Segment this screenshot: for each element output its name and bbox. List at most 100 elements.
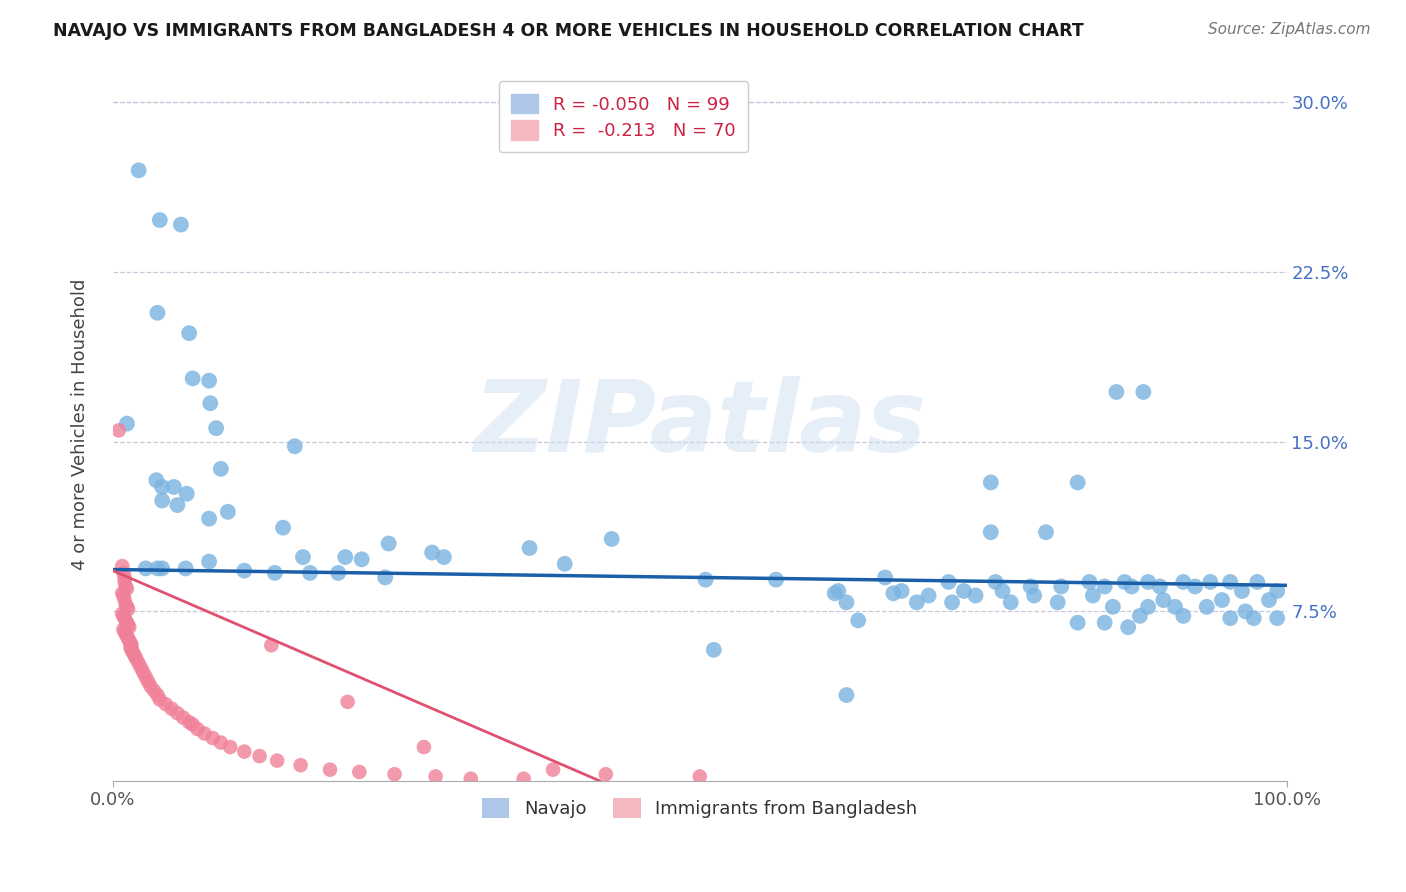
Point xyxy=(554,557,576,571)
Point xyxy=(174,561,197,575)
Y-axis label: 4 or more Vehicles in Household: 4 or more Vehicles in Household xyxy=(72,279,89,571)
Point xyxy=(150,561,173,575)
Point xyxy=(115,615,138,630)
Point xyxy=(111,607,134,621)
Legend: Navajo, Immigrants from Bangladesh: Navajo, Immigrants from Bangladesh xyxy=(475,791,924,825)
Point xyxy=(129,661,152,675)
Point xyxy=(112,589,135,603)
Point xyxy=(420,545,443,559)
Point xyxy=(384,767,406,781)
Point xyxy=(260,638,283,652)
Point xyxy=(112,608,135,623)
Point xyxy=(142,683,165,698)
Point xyxy=(114,598,136,612)
Point xyxy=(217,505,239,519)
Point xyxy=(890,584,912,599)
Point xyxy=(120,640,142,655)
Point xyxy=(146,688,169,702)
Point xyxy=(824,586,846,600)
Point xyxy=(412,740,434,755)
Point xyxy=(1258,593,1281,607)
Point xyxy=(1050,579,1073,593)
Point xyxy=(111,559,134,574)
Point xyxy=(1046,595,1069,609)
Point xyxy=(115,629,138,643)
Point xyxy=(1094,579,1116,593)
Point xyxy=(1265,611,1288,625)
Point xyxy=(1129,608,1152,623)
Text: NAVAJO VS IMMIGRANTS FROM BANGLADESH 4 OR MORE VEHICLES IN HOUSEHOLD CORRELATION: NAVAJO VS IMMIGRANTS FROM BANGLADESH 4 O… xyxy=(53,22,1084,40)
Point xyxy=(271,521,294,535)
Point xyxy=(541,763,564,777)
Point xyxy=(875,570,897,584)
Point xyxy=(1219,611,1241,625)
Point xyxy=(350,552,373,566)
Point xyxy=(1211,593,1233,607)
Point xyxy=(328,566,350,580)
Point xyxy=(135,561,157,575)
Point xyxy=(125,652,148,666)
Point xyxy=(263,566,285,580)
Point xyxy=(695,573,717,587)
Point xyxy=(121,642,143,657)
Point xyxy=(1081,589,1104,603)
Point xyxy=(114,574,136,589)
Point xyxy=(835,595,858,609)
Point xyxy=(179,326,201,340)
Point xyxy=(835,688,858,702)
Point xyxy=(374,570,396,584)
Point xyxy=(991,584,1014,599)
Point xyxy=(1114,574,1136,589)
Point xyxy=(1000,595,1022,609)
Point xyxy=(1199,574,1222,589)
Point xyxy=(1149,579,1171,593)
Point xyxy=(193,726,215,740)
Point xyxy=(139,679,162,693)
Point xyxy=(146,306,169,320)
Point xyxy=(118,633,141,648)
Point xyxy=(290,758,312,772)
Point xyxy=(1102,599,1125,614)
Point xyxy=(1066,615,1088,630)
Point xyxy=(1094,615,1116,630)
Point xyxy=(107,424,129,438)
Point xyxy=(181,717,204,731)
Point xyxy=(292,550,315,565)
Point xyxy=(198,374,221,388)
Point xyxy=(917,589,939,603)
Point xyxy=(1219,574,1241,589)
Point xyxy=(114,611,136,625)
Point xyxy=(186,722,208,736)
Point xyxy=(433,550,456,565)
Point xyxy=(1152,593,1174,607)
Point xyxy=(150,493,173,508)
Point xyxy=(1132,384,1154,399)
Point xyxy=(118,620,141,634)
Point xyxy=(1184,579,1206,593)
Point xyxy=(984,574,1007,589)
Point xyxy=(519,541,541,555)
Point xyxy=(1195,599,1218,614)
Point xyxy=(149,692,172,706)
Point xyxy=(980,525,1002,540)
Point xyxy=(114,593,136,607)
Point xyxy=(114,624,136,639)
Point xyxy=(112,623,135,637)
Point xyxy=(1234,604,1257,618)
Point xyxy=(827,584,849,599)
Point xyxy=(1116,620,1139,634)
Point xyxy=(136,674,159,689)
Point xyxy=(952,584,974,599)
Point xyxy=(209,462,232,476)
Point xyxy=(219,740,242,755)
Point xyxy=(1246,574,1268,589)
Point xyxy=(135,670,157,684)
Point xyxy=(335,550,357,565)
Point xyxy=(703,642,725,657)
Point xyxy=(266,754,288,768)
Point xyxy=(205,421,228,435)
Point xyxy=(299,566,322,580)
Point xyxy=(1105,384,1128,399)
Point xyxy=(120,636,142,650)
Point xyxy=(115,599,138,614)
